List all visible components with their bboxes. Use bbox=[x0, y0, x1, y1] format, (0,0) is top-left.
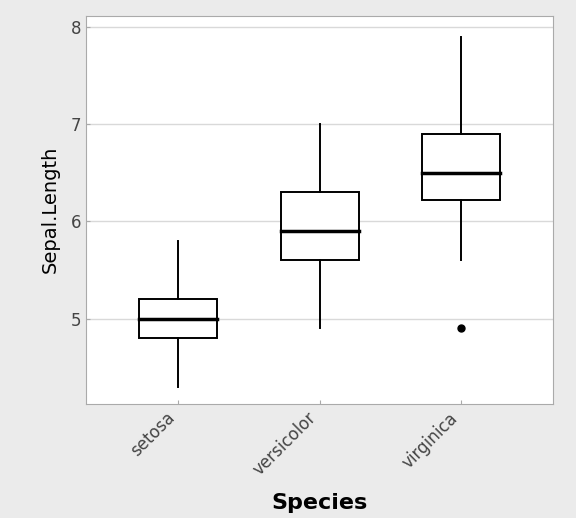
FancyBboxPatch shape bbox=[139, 299, 217, 338]
FancyBboxPatch shape bbox=[281, 192, 358, 260]
Y-axis label: Sepal.Length: Sepal.Length bbox=[41, 146, 60, 274]
X-axis label: Species: Species bbox=[271, 493, 368, 513]
FancyBboxPatch shape bbox=[422, 134, 500, 199]
